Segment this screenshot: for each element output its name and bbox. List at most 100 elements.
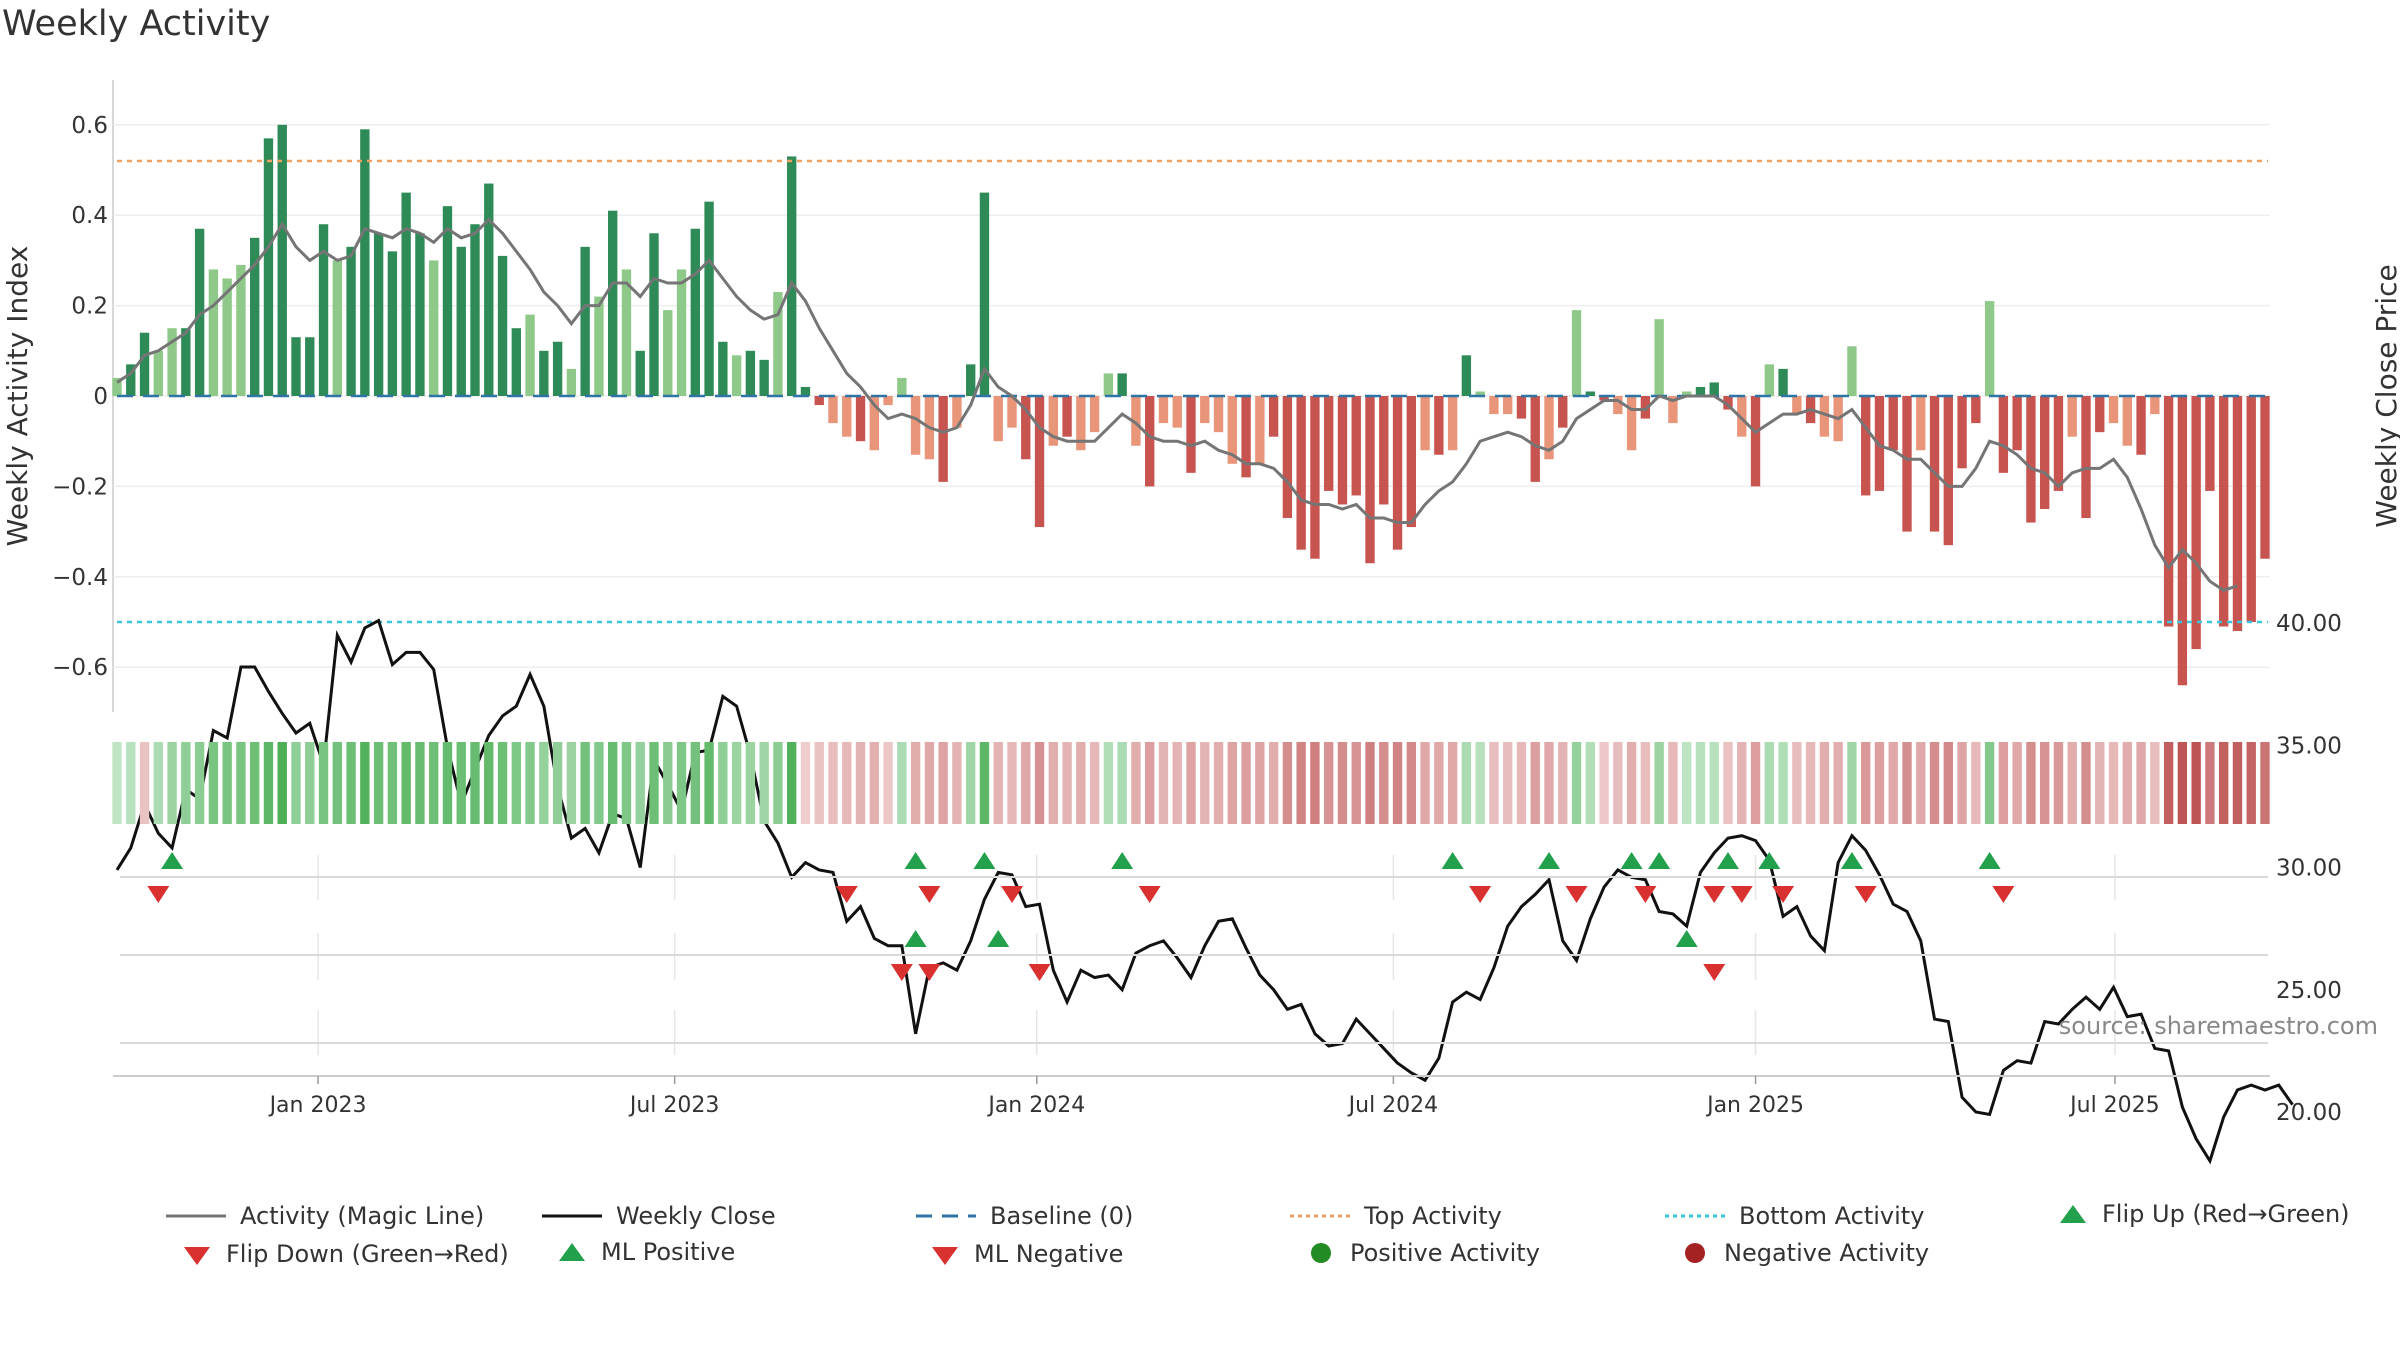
activity-strip-cell [2095,742,2105,824]
activity-bar [305,337,315,396]
activity-strip-cell [1654,742,1664,824]
legend-label: Positive Activity [1350,1239,1540,1267]
activity-strip-cell [1888,742,1898,824]
activity-bar [2053,396,2064,491]
activity-strip-cell [910,742,921,824]
legend-item-flip-up[interactable]: Flip Up (Red→Green) [2058,1200,2350,1228]
activity-strip-cell [1682,742,1692,824]
activity-strip-cell [2163,742,2174,824]
x-tick-label: Jan 2024 [986,1093,1085,1118]
legend-triangle-down-icon [184,1247,210,1265]
activity-bar [1888,396,1898,451]
activity-bar [1929,396,1940,532]
activity-strip-cell [828,742,838,824]
activity-bar [718,341,728,396]
activity-bar [2108,396,2119,424]
x-tick-label: Jan 2023 [268,1093,367,1118]
activity-bar [1516,396,1527,419]
activity-bar [401,192,411,396]
activity-strip-cell [1709,742,1719,824]
flip-down-marker [1138,886,1161,903]
flip-up-marker [1620,852,1643,869]
activity-strip-cell [1530,742,1540,824]
activity-bar [1654,319,1664,396]
y2-tick-label: 35.00 [2276,733,2342,759]
activity-bar [1585,391,1595,396]
activity-strip-cell [1310,742,1320,824]
legend-item-magic-line[interactable]: Activity (Magic Line) [166,1202,484,1230]
activity-bar [456,246,466,396]
activity-strip-cell [1103,742,1114,824]
ml-negative-marker [1028,964,1051,981]
activity-strip-cell [580,742,590,824]
activity-bar [608,210,618,396]
flip-down-marker [1565,886,1588,903]
y-tick-label: −0.2 [52,474,108,500]
activity-bar [1420,396,1430,451]
activity-bar [1158,396,1169,424]
legend-triangle-up-icon [559,1243,585,1261]
legend-dot-cyan-icon [1665,1214,1725,1218]
activity-strip-cell [2040,742,2050,824]
legend-label: ML Positive [601,1238,736,1266]
legend-triangle-up-icon [2060,1205,2086,1223]
activity-bar [635,350,645,396]
activity-bar [1310,396,1320,559]
flip-down-marker [918,886,941,903]
activity-bar [1709,382,1719,396]
legend-circle-green-icon [1311,1243,1331,1263]
flip-up-marker [1111,852,1134,869]
activity-bar [1461,355,1472,396]
activity-bar [1062,396,1072,437]
activity-bar [1172,396,1182,428]
activity-strip-cell [1943,742,1953,824]
activity-bar [952,396,962,428]
flip-up-marker [1648,852,1671,869]
legend-item-ml-positive[interactable]: ML Positive [557,1238,735,1266]
legend-item-top-activity[interactable]: Top Activity [1290,1202,1502,1230]
activity-bar [787,156,797,396]
flip-down-marker [835,886,858,903]
activity-strip-cell [1268,742,1279,824]
activity-strip-cell [1282,742,1293,824]
activity-bar [387,251,398,396]
activity-strip-cell [401,742,411,824]
legend-item-negative-activity[interactable]: Negative Activity [1680,1239,1929,1267]
activity-bar [442,206,453,396]
activity-strip-cell [1158,742,1169,824]
legend-item-weekly-close[interactable]: Weekly Close [542,1202,776,1230]
activity-strip-cell [2053,742,2064,824]
activity-strip-cell [442,742,453,824]
y2-tick-label: 40.00 [2276,611,2342,637]
activity-bar [1200,396,1210,424]
activity-bar [1558,396,1568,428]
activity-strip-cell [814,742,824,824]
activity-strip-cell [539,742,549,824]
activity-bar [1324,396,1334,491]
activity-bar [1213,396,1224,433]
activity-bar [1737,396,1747,437]
activity-bar [1916,396,1926,451]
activity-strip-cell [415,742,425,824]
flip-down-marker [1001,886,1023,903]
activity-bar [429,260,439,396]
activity-strip-cell [855,742,866,824]
activity-strip-cell [346,742,356,824]
activity-bar [1544,396,1554,460]
activity-strip-cell [305,742,315,824]
legend-label: Baseline (0) [990,1202,1134,1230]
activity-strip-cell [676,742,687,824]
activity-strip-cell [704,742,714,824]
legend-item-flip-down[interactable]: Flip Down (Green→Red) [182,1240,509,1268]
activity-strip-cell [1516,742,1527,824]
activity-bar [1145,396,1155,487]
activity-bar [2122,396,2132,446]
activity-bar [704,201,714,396]
legend-item-baseline[interactable]: Baseline (0) [916,1202,1133,1230]
activity-strip-cell [2136,742,2146,824]
activity-bar [1764,364,1774,396]
legend-item-bottom-activity[interactable]: Bottom Activity [1665,1202,1924,1230]
legend-item-ml-negative[interactable]: ML Negative [930,1240,1123,1268]
activity-bar [566,368,577,396]
legend-item-positive-activity[interactable]: Positive Activity [1306,1239,1540,1267]
